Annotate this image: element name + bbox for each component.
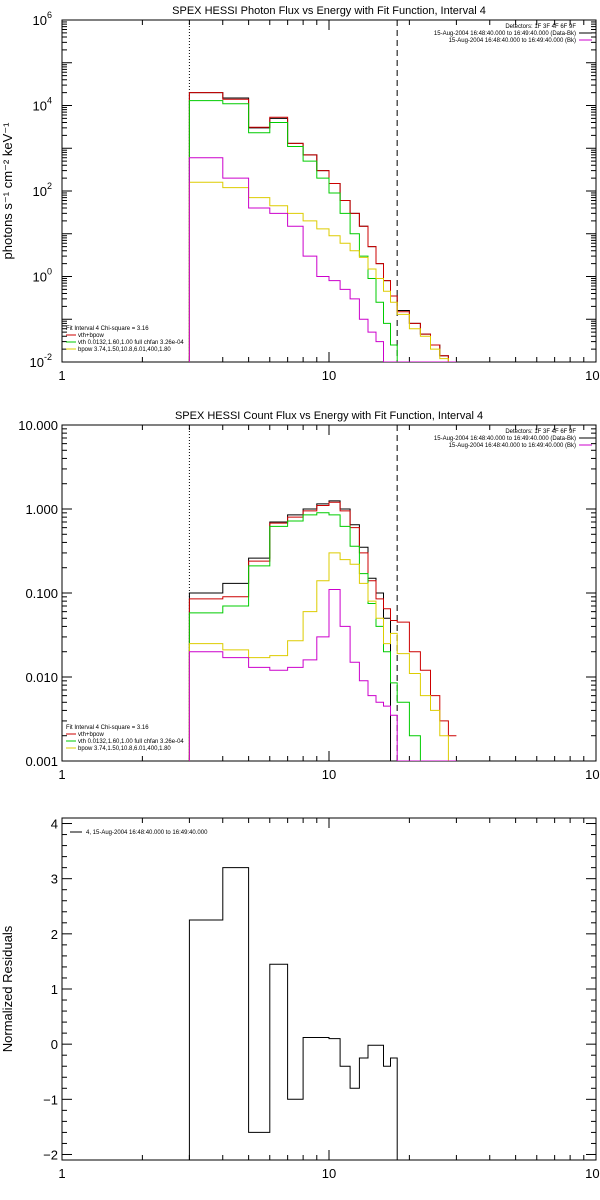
series-vth (188, 100, 457, 362)
x-tick-label: 100 (585, 767, 600, 782)
legend-entry: Detectors: 1F 3F 4F 6F 9F (505, 429, 576, 435)
y-tick-label: 0.100 (25, 586, 58, 601)
y-tick-label: 106 (33, 10, 52, 28)
y-tick-label: 102 (33, 181, 52, 199)
count-flux-panel: SPEX HESSI Count Flux vs Energy with Fit… (18, 410, 600, 782)
x-tick-label: 100 (585, 368, 600, 383)
legend-entry: Fit Interval 4 Chi-square = 3.16 (66, 326, 149, 332)
y-tick-label: −2 (43, 1147, 58, 1162)
series-bk (188, 157, 457, 362)
y-tick-label: 0.001 (25, 754, 58, 769)
photon-flux-panel: SPEX HESSI Photon Flux vs Energy with Fi… (0, 5, 600, 383)
series-vth (188, 512, 457, 761)
y-axis-label: Normalized Residuals (0, 925, 15, 1052)
legend-entry: Fit Interval 4 Chi-square = 3.16 (66, 725, 149, 731)
legend-entry: vth 0.0132,1.60,1.00 full chfan 3.26e-04 (78, 739, 184, 745)
y-tick-label: 0 (51, 1037, 58, 1052)
legend-entry: 4, 15-Aug-2004 16:48:40.000 to 16:49:40.… (86, 830, 208, 836)
series-bpow (188, 552, 457, 761)
y-tick-label: 10-2 (30, 352, 52, 370)
x-tick-label: 10 (322, 767, 336, 782)
series-bpow (188, 181, 457, 362)
legend-entry: 15-Aug-2004 16:48:40.000 to 16:49:40.000… (449, 443, 576, 449)
x-tick-label: 1 (58, 1166, 65, 1181)
legend-entry: 15-Aug-2004 16:48:40.000 to 16:49:40.000… (434, 436, 576, 442)
y-tick-label: 1 (51, 982, 58, 997)
legend-entry: vth+bpow (78, 333, 105, 339)
x-tick-label: 1 (58, 767, 65, 782)
legend-entry: vth+bpow (78, 732, 105, 738)
y-tick-label: 104 (33, 96, 52, 114)
x-tick-label: 1 (58, 368, 65, 383)
y-tick-label: −1 (43, 1092, 58, 1107)
y-axis-label: photons s⁻¹ cm⁻² keV⁻¹ (0, 122, 15, 260)
legend-entry: 15-Aug-2004 16:48:40.000 to 16:49:40.000… (449, 38, 576, 44)
y-tick-label: 4 (51, 817, 58, 832)
y-tick-label: 2 (51, 927, 58, 942)
x-tick-label: 10 (322, 1166, 336, 1181)
chart-title: SPEX HESSI Count Flux vs Energy with Fit… (175, 410, 483, 422)
legend-entry: 15-Aug-2004 16:48:40.000 to 16:49:40.000… (434, 31, 576, 37)
x-tick-label: 10 (322, 368, 336, 383)
y-tick-label: 0.010 (25, 670, 58, 685)
series-bk (188, 589, 457, 761)
y-tick-label: 10.000 (18, 418, 58, 433)
y-tick-label: 100 (33, 267, 52, 285)
y-tick-label: 1.000 (25, 502, 58, 517)
y-tick-label: 3 (51, 872, 58, 887)
legend-entry: bpow 3.74,1.50,10.8,6.01,400,1.80 (78, 347, 171, 353)
legend-entry: bpow 3.74,1.50,10.8,6.01,400,1.80 (78, 746, 171, 752)
legend-entry: Detectors: 1F 3F 4F 6F 9F (505, 24, 576, 30)
residuals-panel: 1 10 100 −2 −1 0 1 2 3 4 Normalized Residuals 4, 15… (0, 817, 600, 1181)
legend-entry: vth 0.0132,1.60,1.00 full chfan 3.26e-04 (78, 340, 184, 346)
series-4 (188, 867, 398, 1160)
chart-title: SPEX HESSI Photon Flux vs Energy with Fi… (172, 5, 486, 17)
x-tick-label: 100 (585, 1166, 600, 1181)
